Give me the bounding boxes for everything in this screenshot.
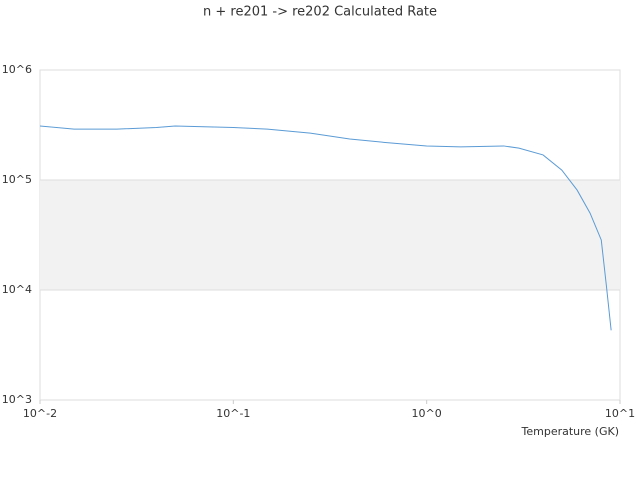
x-axis-label: Temperature (GK) bbox=[521, 425, 620, 438]
y-tick-label: 10^3 bbox=[2, 393, 32, 406]
x-tick-label: 10^0 bbox=[412, 407, 442, 420]
x-tick-label: 10^1 bbox=[605, 407, 635, 420]
y-tick-label: 10^5 bbox=[2, 173, 32, 186]
chart-title: n + re201 -> re202 Calculated Rate bbox=[203, 5, 437, 20]
grid-band bbox=[40, 180, 620, 290]
x-tick-label: 10^-2 bbox=[23, 407, 57, 420]
y-tick-label: 10^4 bbox=[2, 283, 32, 296]
data-line bbox=[39, 125, 612, 331]
x-tick-label: 10^-1 bbox=[216, 407, 250, 420]
y-tick-label: 10^6 bbox=[2, 63, 32, 76]
